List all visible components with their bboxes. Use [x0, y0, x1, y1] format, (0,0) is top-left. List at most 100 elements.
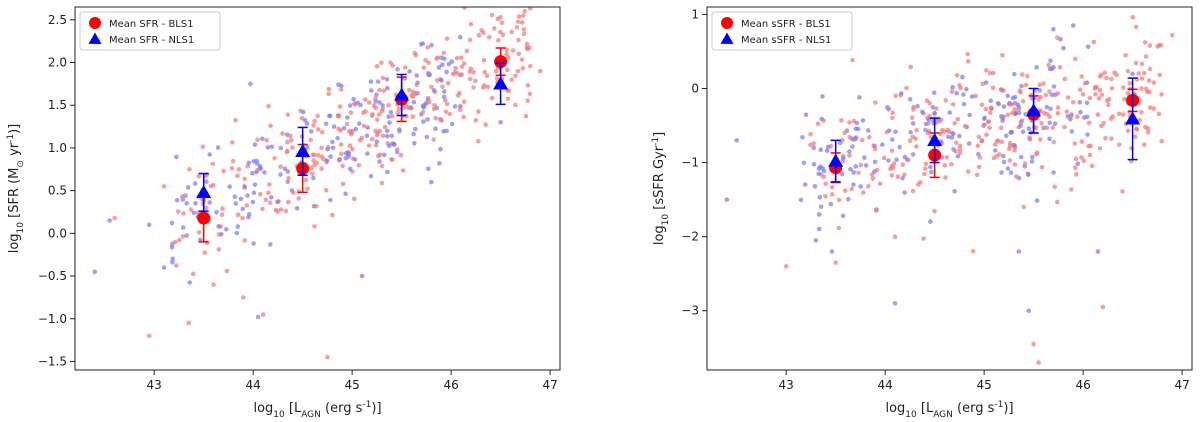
bls1-point	[445, 80, 451, 86]
bls1-point	[340, 163, 346, 169]
nls1-point	[910, 152, 916, 157]
bls1-point	[516, 14, 522, 19]
bls1-point	[410, 114, 416, 119]
bls1-point	[932, 208, 937, 214]
scatter-points	[92, 7, 543, 360]
nls1-point	[424, 134, 430, 140]
mean-nls1-marker	[828, 153, 844, 167]
bls1-point	[211, 282, 216, 287]
bls1-point	[275, 209, 281, 214]
bls1-point	[1008, 143, 1013, 149]
bls1-point	[467, 76, 473, 82]
nls1-point	[395, 67, 400, 72]
bls1-point	[323, 187, 329, 193]
bls1-point	[1109, 86, 1115, 91]
nls1-point	[1041, 125, 1046, 131]
legend-bls1-marker	[721, 17, 733, 29]
nls1-point	[801, 160, 807, 166]
nls1-point	[412, 141, 417, 146]
bls1-point	[186, 320, 192, 326]
nls1-point	[452, 104, 458, 109]
bls1-point	[380, 133, 386, 139]
bls1-point	[873, 100, 878, 105]
nls1-point	[866, 128, 871, 133]
nls1-point	[330, 145, 336, 151]
bls1-point	[112, 215, 117, 221]
nls1-point	[1047, 66, 1053, 72]
bls1-point	[481, 57, 487, 63]
bls1-point	[979, 138, 985, 144]
bls1-point	[366, 100, 372, 105]
bls1-point	[1141, 70, 1147, 76]
nls1-point	[1012, 71, 1017, 77]
bls1-point	[216, 247, 222, 252]
bls1-point	[881, 155, 887, 161]
bls1-point	[1139, 61, 1145, 67]
bls1-point	[1145, 89, 1150, 94]
bls1-point	[1095, 112, 1101, 117]
nls1-point	[900, 176, 905, 181]
nls1-point	[999, 170, 1004, 175]
x-tick-label: 47	[542, 378, 557, 392]
bls1-point	[330, 212, 335, 218]
bls1-point	[1091, 39, 1097, 45]
bls1-point	[291, 190, 296, 195]
nls1-point	[245, 193, 250, 198]
bls1-point	[923, 161, 929, 167]
nls1-point	[1016, 249, 1022, 254]
bls1-point	[999, 139, 1005, 145]
bls1-point	[1014, 174, 1019, 179]
bls1-point	[263, 197, 269, 203]
bls1-point	[913, 136, 918, 142]
legend: Mean SFR - BLS1 Mean SFR - NLS1	[79, 11, 221, 51]
bls1-point	[870, 176, 876, 181]
nls1-point	[301, 109, 306, 115]
nls1-point	[850, 144, 855, 149]
bls1-point	[459, 64, 465, 69]
nls1-point	[388, 110, 394, 115]
nls1-point	[1001, 153, 1006, 159]
bls1-point	[431, 137, 437, 142]
bls1-point	[1100, 304, 1106, 310]
bls1-point	[1047, 89, 1052, 94]
bls1-point	[943, 98, 949, 103]
bls1-point	[344, 121, 350, 127]
nls1-point	[1044, 104, 1050, 110]
bls1-point	[914, 144, 919, 149]
bls1-point	[520, 65, 526, 71]
bls1-point	[356, 163, 362, 168]
bls1-point	[994, 138, 1000, 144]
bls1-point	[426, 60, 431, 66]
bls1-point	[884, 129, 890, 135]
nls1-point	[837, 140, 843, 146]
bls1-point	[187, 167, 192, 172]
bls1-point	[1055, 35, 1060, 40]
nls1-point	[187, 280, 192, 285]
bls1-point	[319, 145, 324, 151]
nls1-point	[1075, 161, 1081, 166]
bls1-point	[516, 37, 521, 43]
nls1-point	[1001, 104, 1007, 109]
bls1-point	[811, 141, 816, 146]
bls1-point	[1159, 92, 1164, 97]
sfr-vs-lagn-panel: 43 44 45 46 47 −1.5 −1.0 −0.5 0.0 0.5 1.0 1.5 2.0 2.5…	[6, 6, 561, 420]
bls1-point	[361, 123, 367, 129]
nls1-point	[429, 179, 434, 185]
bls1-point	[975, 143, 981, 149]
bls1-point	[965, 59, 971, 64]
nls1-point	[365, 151, 370, 156]
nls1-point	[191, 210, 197, 216]
nls1-point	[1051, 64, 1056, 70]
bls1-point	[489, 12, 495, 18]
nls1-point	[374, 92, 379, 98]
nls1-point	[170, 256, 175, 262]
y-tick-label: 1.5	[48, 98, 67, 112]
nls1-point	[377, 159, 382, 164]
bls1-point	[485, 84, 491, 90]
bls1-point	[473, 78, 478, 84]
nls1-point	[1009, 129, 1014, 135]
nls1-point	[947, 110, 952, 115]
nls1-point	[364, 133, 370, 139]
bls1-point	[1092, 85, 1098, 91]
